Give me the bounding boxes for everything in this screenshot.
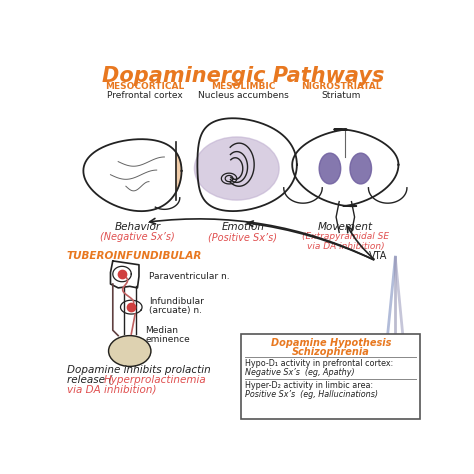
Text: Prefrontal cortex: Prefrontal cortex xyxy=(107,91,183,100)
Text: Hyper-D₂ activity in limbic area:: Hyper-D₂ activity in limbic area: xyxy=(245,381,374,390)
Text: Dopaminergic Pathways: Dopaminergic Pathways xyxy=(102,66,384,86)
Text: Negative Sx’s  (eg, Apathy): Negative Sx’s (eg, Apathy) xyxy=(245,368,355,377)
Polygon shape xyxy=(83,139,182,211)
Text: (arcuate) n.: (arcuate) n. xyxy=(149,306,202,315)
Text: Hypo-D₁ activity in prefrontal cortex:: Hypo-D₁ activity in prefrontal cortex: xyxy=(245,359,393,368)
Polygon shape xyxy=(368,188,407,203)
Polygon shape xyxy=(284,188,322,203)
Text: Behavior: Behavior xyxy=(114,222,161,232)
Text: Median: Median xyxy=(145,327,178,336)
Polygon shape xyxy=(176,153,182,191)
Text: NIGROSTRIATAL: NIGROSTRIATAL xyxy=(301,82,382,91)
Text: TUBEROINFUNDIBULAR: TUBEROINFUNDIBULAR xyxy=(66,251,202,261)
Polygon shape xyxy=(292,129,399,206)
Text: Emotion: Emotion xyxy=(221,222,264,232)
Text: release (: release ( xyxy=(66,375,112,385)
Text: (Extrapyramidal SE: (Extrapyramidal SE xyxy=(302,232,389,241)
Text: Positive Sx’s  (eg, Hallucinations): Positive Sx’s (eg, Hallucinations) xyxy=(245,390,378,399)
Ellipse shape xyxy=(350,153,372,184)
Text: Infundibular: Infundibular xyxy=(149,297,204,306)
Ellipse shape xyxy=(109,336,151,366)
Bar xyxy=(241,334,420,419)
Text: Schizophrenia: Schizophrenia xyxy=(292,347,370,357)
Text: Dopamine Hypothesis: Dopamine Hypothesis xyxy=(271,338,391,348)
Text: MESOLIMBIC: MESOLIMBIC xyxy=(211,82,275,91)
Text: (Negative Sx’s): (Negative Sx’s) xyxy=(100,232,175,242)
Text: Striatum: Striatum xyxy=(322,91,361,100)
Text: Hyperprolactinemia: Hyperprolactinemia xyxy=(103,375,206,385)
Polygon shape xyxy=(197,118,297,211)
Text: Movement: Movement xyxy=(318,222,373,232)
Text: Nucleus accumbens: Nucleus accumbens xyxy=(198,91,288,100)
Text: via DA inhibition): via DA inhibition) xyxy=(307,242,384,251)
Text: Dopamine inhibits prolactin: Dopamine inhibits prolactin xyxy=(66,365,210,375)
Text: (Positive Sx’s): (Positive Sx’s) xyxy=(209,232,277,242)
Text: MESOCORTICAL: MESOCORTICAL xyxy=(106,82,185,91)
Ellipse shape xyxy=(319,153,341,184)
Text: via DA inhibition): via DA inhibition) xyxy=(66,385,156,395)
Ellipse shape xyxy=(194,137,279,200)
Text: eminence: eminence xyxy=(145,335,190,344)
Text: VTA: VTA xyxy=(368,251,387,261)
Text: Paraventricular n.: Paraventricular n. xyxy=(149,273,229,282)
